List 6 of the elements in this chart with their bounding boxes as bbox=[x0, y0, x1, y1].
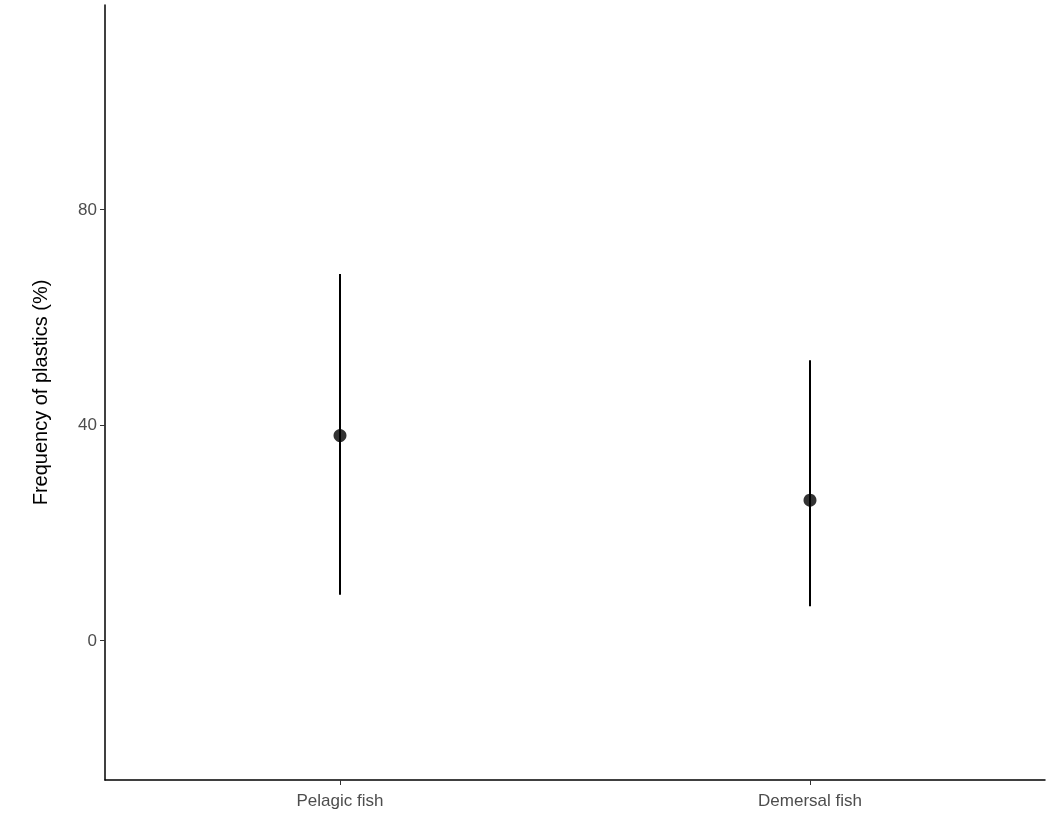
x-tick-label: Demersal fish bbox=[758, 791, 862, 810]
y-tick-label: 80 bbox=[78, 200, 97, 220]
y-tick-label: 40 bbox=[78, 415, 97, 435]
x-tick-label: Pelagic fish bbox=[296, 791, 384, 810]
y-axis-title: Frequency of plastics (%) bbox=[29, 279, 51, 506]
y-tick-label: 0 bbox=[87, 630, 97, 650]
